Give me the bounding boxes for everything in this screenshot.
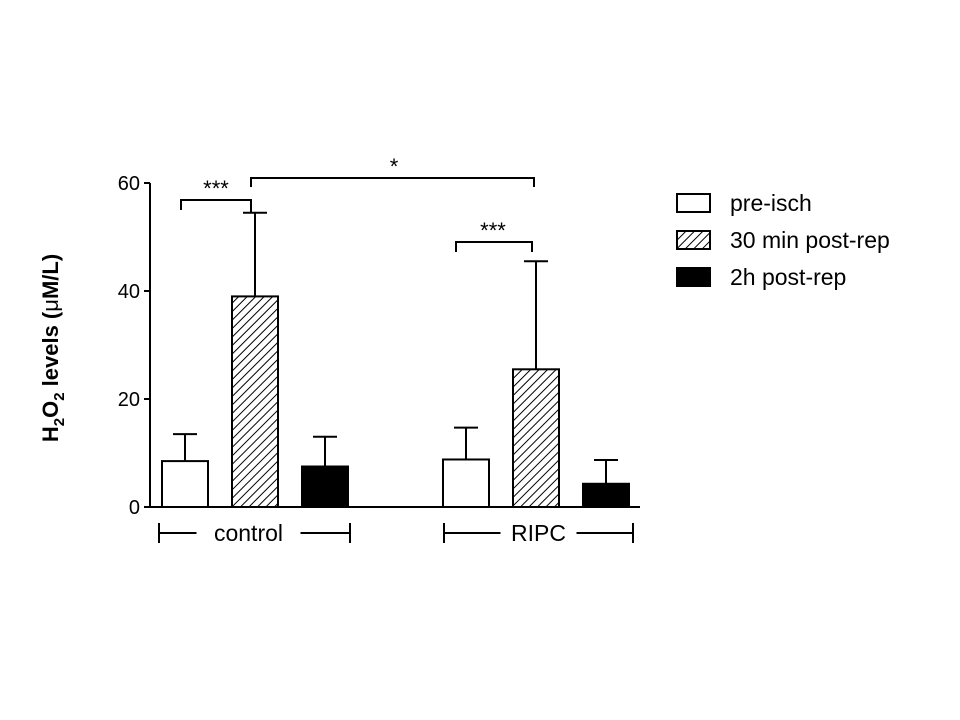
legend-item: pre-isch bbox=[676, 190, 812, 216]
legend-swatch bbox=[676, 267, 711, 287]
significance-bracket: *** bbox=[180, 176, 252, 212]
bar bbox=[161, 460, 209, 509]
legend-item: 30 min post-rep bbox=[676, 227, 890, 253]
bracket-line bbox=[180, 199, 252, 212]
bar bbox=[301, 465, 349, 508]
significance-label: *** bbox=[203, 176, 229, 201]
legend-swatch bbox=[676, 193, 711, 213]
significance-label: * bbox=[390, 154, 399, 179]
significance-brackets: ******* bbox=[180, 154, 535, 252]
bracket-line bbox=[455, 241, 533, 252]
legend-label: 2h post-rep bbox=[730, 264, 846, 290]
significance-bracket: *** bbox=[455, 218, 533, 252]
group-labels: control RIPC bbox=[158, 520, 634, 546]
y-tick-label: 20 bbox=[118, 389, 140, 411]
bar bbox=[231, 295, 279, 508]
y-tick-label: 40 bbox=[118, 281, 140, 303]
group-label-ripc: RIPC bbox=[443, 520, 634, 546]
bracket-line bbox=[250, 177, 535, 187]
y-tick-label: 0 bbox=[129, 497, 140, 519]
group-label-text: RIPC bbox=[511, 520, 566, 546]
y-tick-label: 60 bbox=[118, 173, 140, 195]
legend-item: 2h post-rep bbox=[676, 264, 846, 290]
legend: pre-isch 30 min post-rep 2h post-rep bbox=[676, 190, 890, 290]
y-axis-label: H2O2 levels (μM/L) bbox=[38, 254, 68, 442]
bars bbox=[161, 211, 630, 509]
legend-label: pre-isch bbox=[730, 190, 812, 216]
bar bbox=[442, 458, 490, 509]
significance-bracket: * bbox=[250, 154, 535, 187]
legend-swatch bbox=[676, 230, 711, 250]
group-label-control: control bbox=[158, 520, 351, 546]
bar bbox=[582, 482, 630, 508]
group-label-text: control bbox=[214, 520, 283, 546]
bar bbox=[512, 368, 560, 508]
legend-label: 30 min post-rep bbox=[730, 227, 890, 253]
significance-label: *** bbox=[480, 218, 506, 243]
